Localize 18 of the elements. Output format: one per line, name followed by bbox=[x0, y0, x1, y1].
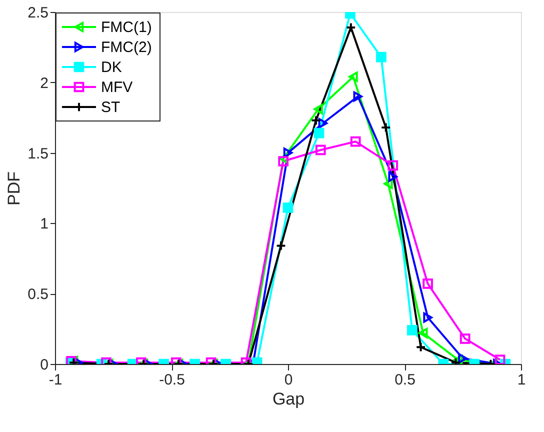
legend-label: DK bbox=[101, 59, 122, 76]
y-tick-label: 1.5 bbox=[28, 145, 48, 162]
x-tick-label: -0.5 bbox=[159, 372, 185, 388]
legend-label: MFV bbox=[101, 79, 133, 96]
legend-label: FMC(1) bbox=[101, 19, 152, 36]
x-tick-label: 1 bbox=[517, 372, 526, 388]
y-tick-label: 2.5 bbox=[28, 4, 48, 22]
x-tick-label: 0 bbox=[284, 372, 293, 388]
x-tick-label: -1 bbox=[48, 372, 62, 388]
y-tick-label: 1 bbox=[40, 216, 48, 233]
y-tick-label: 0.5 bbox=[28, 286, 48, 304]
x-axis-title: Gap bbox=[272, 390, 305, 408]
legend-label: FMC(2) bbox=[101, 39, 152, 56]
x-tick-label: 0.5 bbox=[394, 372, 416, 388]
legend-label: ST bbox=[101, 99, 120, 116]
y-tick-label: 0 bbox=[40, 356, 48, 374]
y-tick-label: 2 bbox=[40, 74, 48, 92]
y-axis-title: PDF bbox=[4, 172, 24, 206]
